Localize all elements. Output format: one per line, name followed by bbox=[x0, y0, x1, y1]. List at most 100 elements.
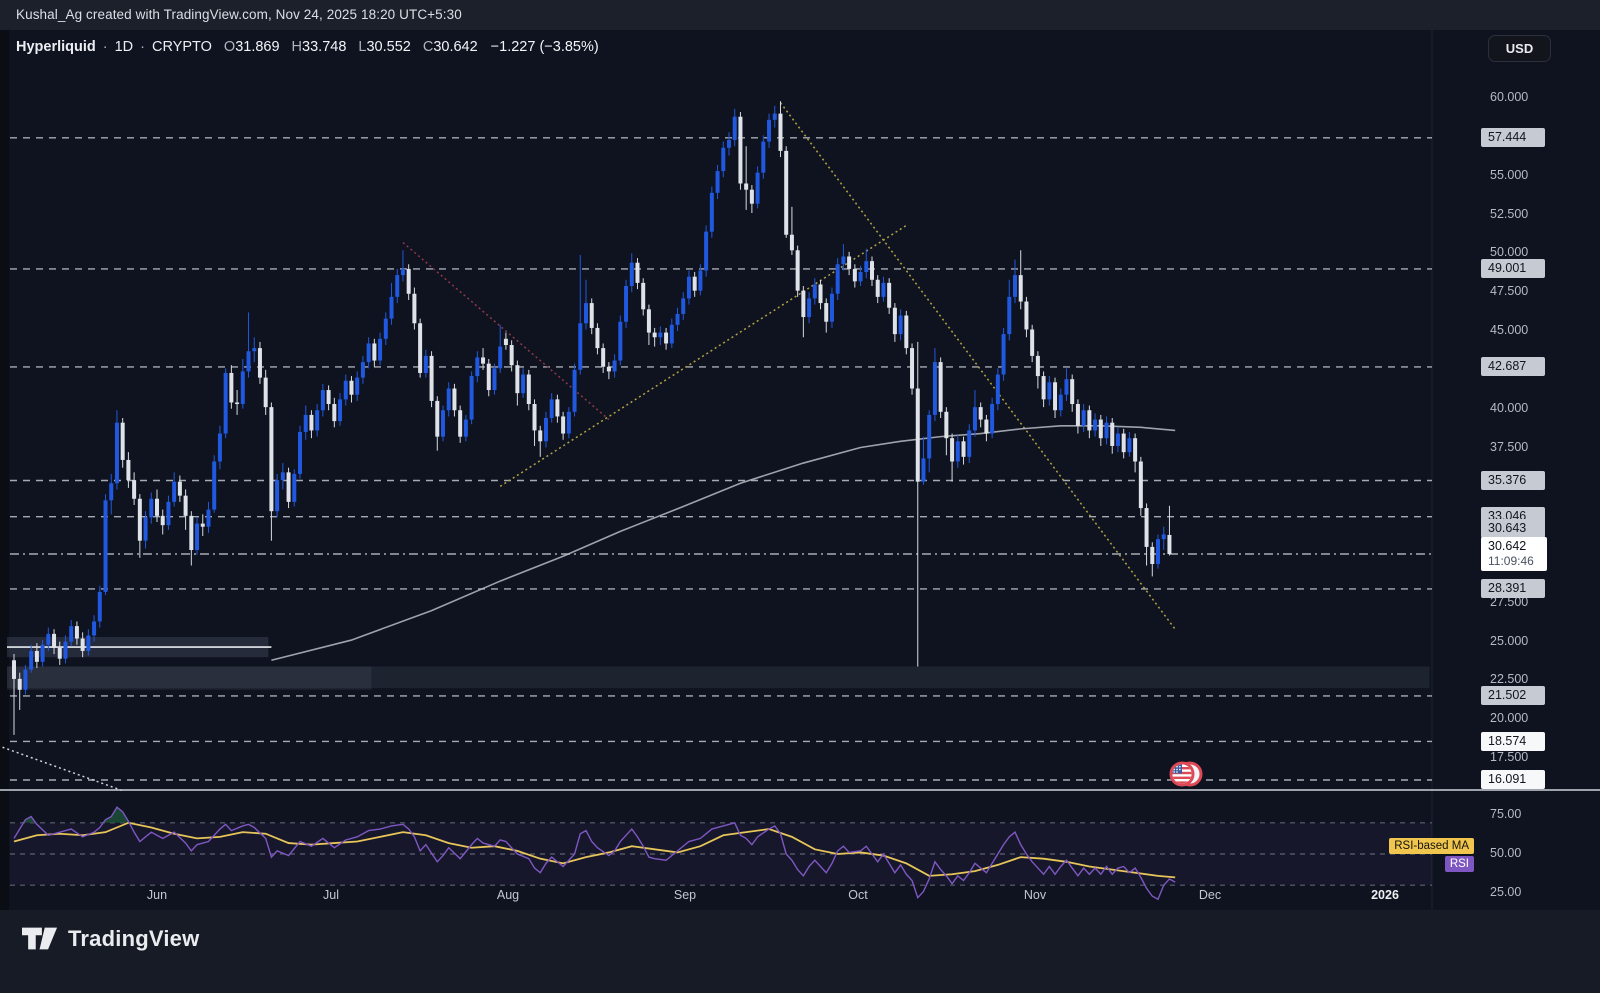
currency-button[interactable]: USD bbox=[1488, 35, 1551, 62]
candle-down bbox=[269, 407, 274, 512]
candle-up bbox=[709, 192, 714, 232]
timeframe-label[interactable]: 1D bbox=[114, 39, 134, 55]
price-tick-52.500: 52.500 bbox=[1490, 206, 1529, 221]
candle-up bbox=[195, 523, 200, 551]
rsi-tick-50.00: 50.00 bbox=[1490, 846, 1522, 860]
candle-down bbox=[515, 365, 520, 394]
candle-down bbox=[486, 363, 491, 391]
candle-down bbox=[1110, 422, 1115, 446]
candle-down bbox=[784, 150, 789, 235]
level-label-49.001: 49.001 bbox=[1481, 259, 1545, 279]
candle-up bbox=[990, 404, 995, 434]
candle-down bbox=[1121, 433, 1126, 453]
candle-down bbox=[847, 256, 852, 269]
candle-down bbox=[910, 348, 915, 389]
candle-up bbox=[378, 338, 383, 361]
candle-up bbox=[441, 410, 445, 437]
price-tick-47.500: 47.500 bbox=[1490, 284, 1529, 299]
candle-down bbox=[875, 279, 880, 297]
candle-up bbox=[395, 275, 400, 297]
close-label: C30.642 bbox=[422, 39, 478, 55]
candle-up bbox=[675, 313, 680, 325]
ma-200-line[interactable] bbox=[271, 424, 1176, 662]
candle-up bbox=[864, 261, 869, 273]
candle-up bbox=[543, 418, 548, 442]
candle-up bbox=[584, 303, 588, 324]
low-label: L30.552 bbox=[358, 39, 411, 55]
symbol-legend[interactable]: Hyperliquid · 1D · CRYPTO O31.869 H33.74… bbox=[16, 37, 599, 57]
candle-down bbox=[538, 430, 543, 442]
candle-down bbox=[126, 459, 131, 481]
change-value: −1.227 (−3.85%) bbox=[490, 39, 599, 55]
price-tick-45.000: 45.000 bbox=[1490, 323, 1529, 338]
candle-down bbox=[526, 374, 531, 405]
candle-down bbox=[1144, 508, 1149, 547]
candle-up bbox=[629, 262, 634, 286]
rsi-line[interactable] bbox=[13, 806, 1176, 901]
candle-up bbox=[858, 272, 863, 282]
candle-down bbox=[137, 498, 142, 541]
candle-down bbox=[692, 276, 697, 291]
time-axis[interactable]: Jun Jul Aug Sep Oct Nov Dec 2026 bbox=[0, 880, 1432, 910]
candle-down bbox=[435, 400, 440, 437]
candle-up bbox=[1001, 334, 1006, 375]
time-label-Oct: Oct bbox=[848, 888, 868, 902]
falling-yellow-dotted[interactable] bbox=[779, 102, 1176, 630]
candle-down bbox=[509, 345, 514, 366]
candle-up bbox=[715, 171, 720, 193]
candle-down bbox=[412, 293, 417, 324]
rsi-ma-value-pill: RSI-based MA bbox=[1389, 838, 1474, 854]
candle-down bbox=[57, 647, 62, 659]
candle-down bbox=[646, 309, 651, 333]
candle-up bbox=[881, 282, 886, 297]
market-label: CRYPTO bbox=[152, 39, 212, 55]
candle-down bbox=[200, 523, 205, 527]
candle-up bbox=[320, 390, 325, 411]
candle-up bbox=[1156, 539, 1160, 564]
rising-yellow-dotted[interactable] bbox=[499, 224, 907, 487]
symbol-name[interactable]: Hyperliquid bbox=[16, 39, 96, 55]
rsi-value-pill: RSI bbox=[1444, 856, 1474, 872]
candle-up bbox=[469, 376, 474, 420]
candle-down bbox=[286, 472, 291, 502]
level-label-30.643: 30.643 bbox=[1481, 518, 1545, 538]
candle-up bbox=[658, 332, 663, 338]
candle-up bbox=[275, 480, 280, 512]
candle-down bbox=[1133, 438, 1138, 462]
candle-down bbox=[555, 399, 560, 417]
candle-down bbox=[177, 481, 182, 496]
rsi-overbought-fill bbox=[23, 816, 36, 823]
demand-band-22 bbox=[6, 666, 1430, 689]
price-tick-27.500: 27.500 bbox=[1490, 594, 1529, 609]
candle-up bbox=[463, 419, 468, 437]
tradingview-logo[interactable]: TradingView bbox=[22, 926, 199, 952]
candle-down bbox=[17, 678, 22, 690]
candle-down bbox=[183, 495, 188, 516]
candle-up bbox=[549, 399, 554, 419]
candle-down bbox=[1053, 382, 1058, 411]
rsi-ma-line[interactable] bbox=[13, 821, 1176, 879]
candle-up bbox=[732, 116, 737, 141]
price-tick-40.000: 40.000 bbox=[1490, 400, 1529, 415]
price-tick-22.500: 22.500 bbox=[1490, 672, 1529, 687]
price-tick-20.000: 20.000 bbox=[1490, 711, 1529, 726]
candle-down bbox=[950, 438, 955, 462]
candle-down bbox=[870, 261, 874, 280]
candle-down bbox=[938, 362, 943, 412]
white-dotted-segment[interactable] bbox=[2, 746, 123, 792]
price-axis[interactable]: 60.000 55.000 52.500 50.000 47.500 45.000 40.0… bbox=[1432, 30, 1600, 910]
candle-up bbox=[92, 621, 97, 636]
candle-up bbox=[955, 441, 960, 462]
time-label-Dec: Dec bbox=[1198, 888, 1222, 902]
candle-up bbox=[383, 318, 388, 339]
candle-down bbox=[34, 650, 39, 662]
candle-down bbox=[744, 183, 749, 190]
candle-up bbox=[166, 501, 171, 526]
candle-up bbox=[46, 633, 51, 645]
candle-down bbox=[801, 290, 806, 318]
candle-down bbox=[309, 414, 314, 431]
candle-down bbox=[80, 638, 85, 651]
us-economic-event-icon[interactable] bbox=[1168, 759, 1204, 789]
rsi-tick-75.00: 75.00 bbox=[1490, 807, 1522, 821]
